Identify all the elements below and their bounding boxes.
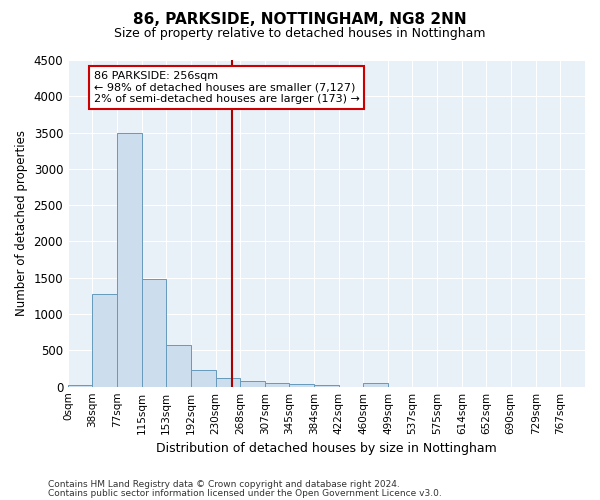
Bar [215,378,240,386]
Bar [240,380,265,386]
Text: Size of property relative to detached houses in Nottingham: Size of property relative to detached ho… [114,28,486,40]
Text: 86 PARKSIDE: 256sqm
← 98% of detached houses are smaller (7,127)
2% of semi-deta: 86 PARKSIDE: 256sqm ← 98% of detached ho… [94,71,359,104]
Bar [314,384,339,386]
Text: Contains HM Land Registry data © Crown copyright and database right 2024.: Contains HM Land Registry data © Crown c… [48,480,400,489]
X-axis label: Distribution of detached houses by size in Nottingham: Distribution of detached houses by size … [156,442,497,455]
Y-axis label: Number of detached properties: Number of detached properties [15,130,28,316]
Bar [166,345,191,387]
Bar [265,382,289,386]
Bar [142,279,166,386]
Text: Contains public sector information licensed under the Open Government Licence v3: Contains public sector information licen… [48,489,442,498]
Bar [363,382,388,386]
Bar [68,384,92,386]
Bar [289,384,314,386]
Bar [118,132,142,386]
Bar [92,294,118,386]
Bar [191,370,215,386]
Text: 86, PARKSIDE, NOTTINGHAM, NG8 2NN: 86, PARKSIDE, NOTTINGHAM, NG8 2NN [133,12,467,28]
